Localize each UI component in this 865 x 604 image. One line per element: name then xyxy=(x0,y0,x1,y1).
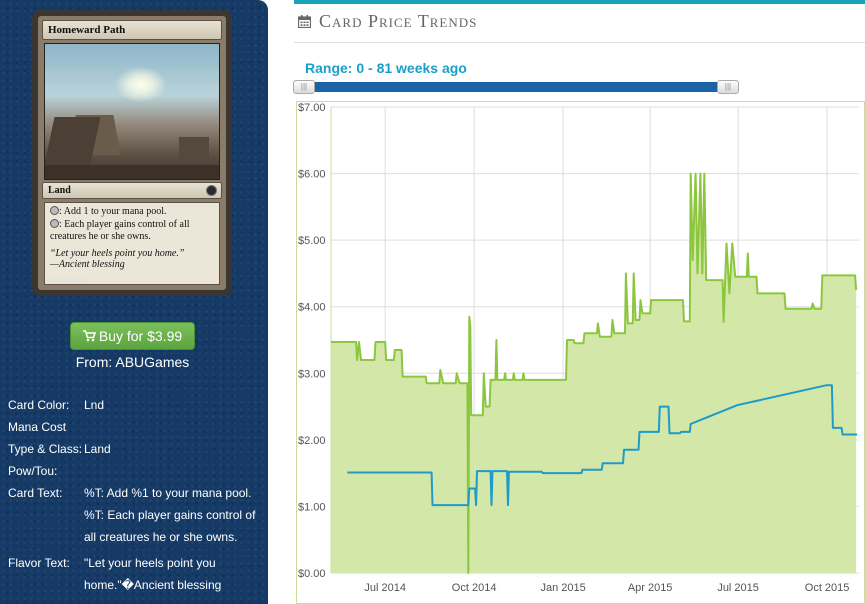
tap-symbol-icon xyxy=(50,219,59,228)
x-tick-label: Oct 2014 xyxy=(452,582,497,594)
card-rule-text: : Each player gains control of all creat… xyxy=(50,219,190,242)
card-image[interactable]: Homeward Path Land : Add 1 to your mana … xyxy=(32,10,232,296)
range-label: Range: 0 - 81 weeks ago xyxy=(305,60,467,76)
tap-symbol-icon xyxy=(50,206,59,215)
cart-icon xyxy=(82,324,96,350)
detail-row-color: Card Color: Lnd xyxy=(8,398,264,412)
card-type-text: Land xyxy=(48,185,71,196)
y-tick-label: $7.00 xyxy=(298,102,326,114)
card-flavor-text: “Let your heels point you home.” —Ancien… xyxy=(50,248,185,270)
detail-label: Mana Cost xyxy=(8,420,67,434)
card-type-line: Land xyxy=(42,182,222,199)
detail-label: Flavor Text: xyxy=(8,556,70,570)
series-0-line xyxy=(339,172,858,574)
series-1-line xyxy=(347,384,858,507)
detail-row-type: Type & Class: Land xyxy=(8,442,264,456)
detail-value: Lnd xyxy=(84,398,105,412)
card-details: Card Color: Lnd Mana Cost Type & Class: … xyxy=(8,398,264,604)
price-trend-chart: $0.00 $1.00 $2.00 $3.00 $4.00 $5.00 $6.00 $7.00… xyxy=(296,101,865,604)
detail-row-flavor: Flavor Text: "Let your heels point you h… xyxy=(8,556,264,596)
detail-row-mana-cost: Mana Cost xyxy=(8,420,264,434)
price-trend-chart-svg: $0.00 $1.00 $2.00 $3.00 $4.00 $5.00 $6.00 $7.00… xyxy=(296,101,865,604)
detail-label: Card Color: xyxy=(8,398,70,412)
panel-title: Card Price Trends xyxy=(297,11,478,33)
y-tick-label: $0.00 xyxy=(298,568,326,580)
panel-top-accent xyxy=(294,0,865,4)
card-rule-1: : Add 1 to your mana pool. xyxy=(50,206,214,218)
detail-value: "Let your heels point you home."�Ancient… xyxy=(84,556,222,592)
detail-label: Card Text: xyxy=(8,486,63,500)
y-tick-label: $6.00 xyxy=(298,169,326,181)
detail-value xyxy=(84,420,264,434)
x-tick-label: Jan 2015 xyxy=(540,582,585,594)
detail-value: %T: Add %1 to your mana pool. %T: Each p… xyxy=(84,486,256,544)
y-tick-label: $1.00 xyxy=(298,501,326,513)
range-slider-track[interactable] xyxy=(303,82,729,92)
buy-button[interactable]: Buy for $3.99 xyxy=(70,322,195,350)
y-tick-label: $3.00 xyxy=(298,368,326,380)
card-artwork xyxy=(44,43,220,180)
card-frame: Homeward Path Land : Add 1 to your mana … xyxy=(38,16,226,290)
card-rules-box: : Add 1 to your mana pool. : Each player… xyxy=(44,202,220,285)
card-artist: Tomasz Jedruszek xyxy=(46,278,88,284)
range-slider[interactable]: ||| ||| xyxy=(293,80,739,94)
detail-label: Pow/Tou: xyxy=(8,464,58,478)
card-name: Homeward Path xyxy=(42,20,222,40)
set-symbol-icon xyxy=(206,185,217,196)
y-tick-label: $4.00 xyxy=(298,302,326,314)
sidebar: Homeward Path Land : Add 1 to your mana … xyxy=(0,0,268,604)
seller-line: From: ABUGames xyxy=(75,354,190,370)
buy-button-label: Buy for $3.99 xyxy=(98,328,183,344)
range-slider-right-handle[interactable]: ||| xyxy=(717,80,739,94)
title-divider xyxy=(294,42,865,43)
panel-title-text: Card Price Trends xyxy=(319,11,478,31)
card-rule-text: : Add 1 to your mana pool. xyxy=(59,206,167,217)
x-tick-label: Jul 2014 xyxy=(364,582,406,594)
x-tick-label: Oct 2015 xyxy=(805,582,850,594)
detail-value: Land xyxy=(84,442,111,456)
detail-row-pow-tou: Pow/Tou: xyxy=(8,464,264,478)
detail-label: Type & Class: xyxy=(8,442,83,456)
y-tick-label: $2.00 xyxy=(298,435,326,447)
card-rule-2: : Each player gains control of all creat… xyxy=(50,219,214,243)
detail-row-card-text: Card Text: %T: Add %1 to your mana pool.… xyxy=(8,486,264,548)
range-slider-left-handle[interactable]: ||| xyxy=(293,80,315,94)
y-tick-label: $5.00 xyxy=(298,235,326,247)
calendar-icon xyxy=(297,12,312,33)
x-tick-label: Apr 2015 xyxy=(628,582,673,594)
series-0-area xyxy=(331,173,857,573)
x-tick-label: Jul 2015 xyxy=(717,582,759,594)
detail-value xyxy=(84,464,264,478)
